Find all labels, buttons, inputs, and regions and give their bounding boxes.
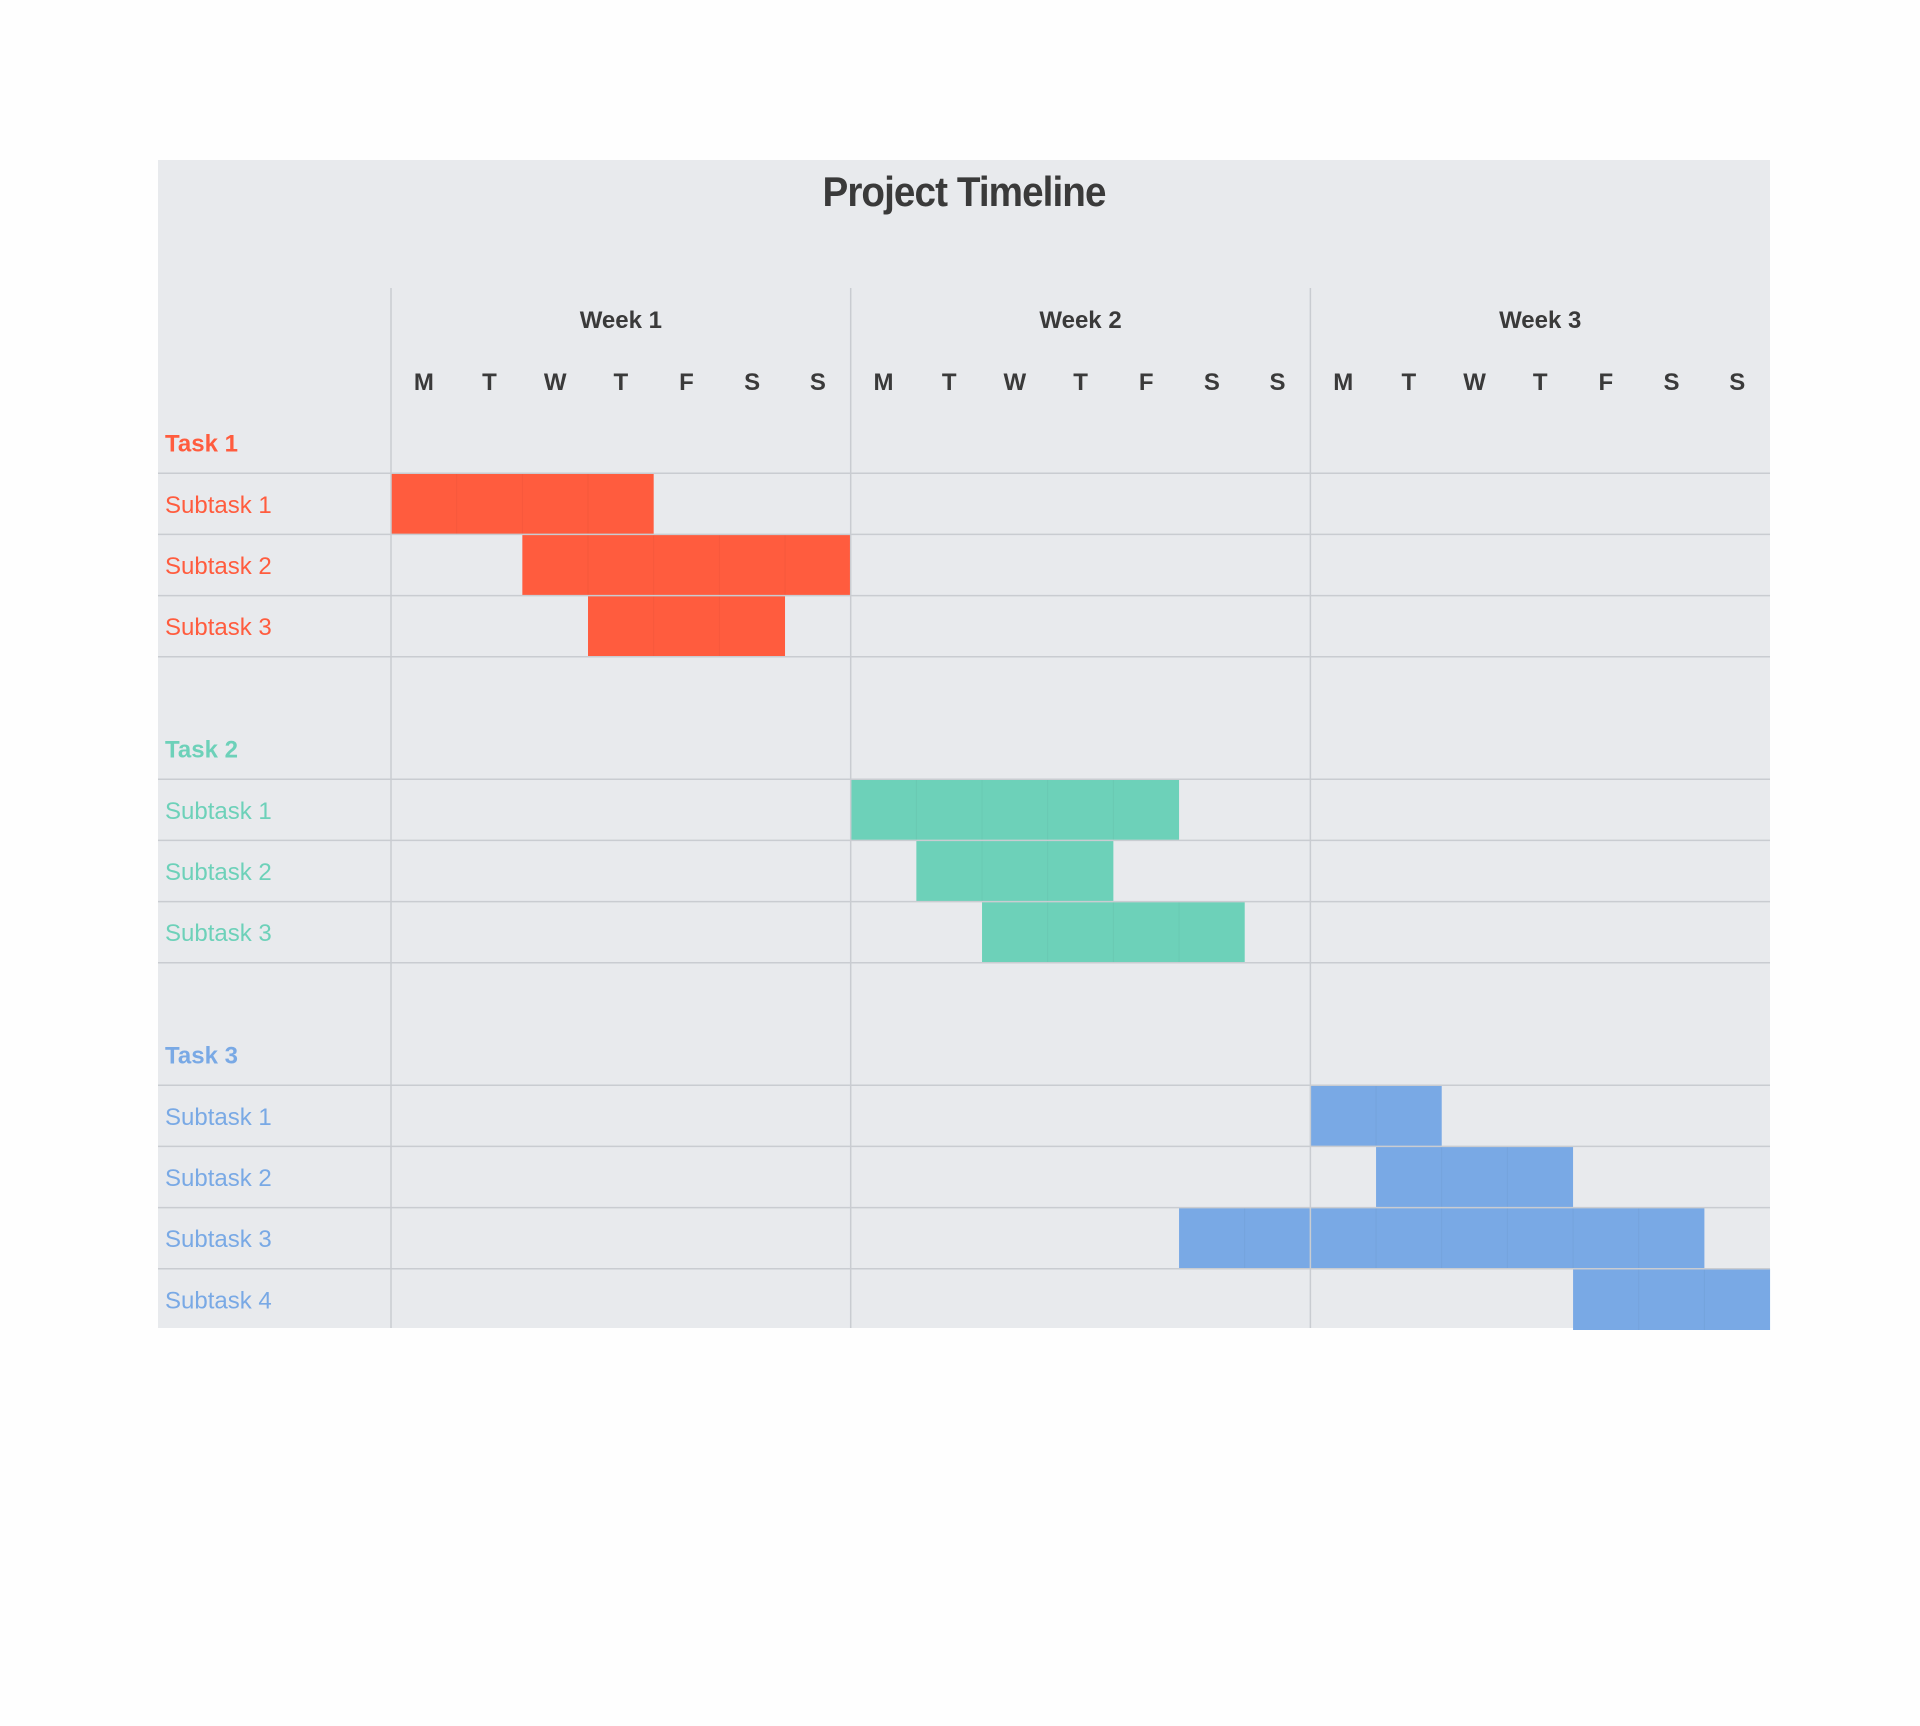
day-label: M xyxy=(414,369,434,396)
gantt-bar xyxy=(1573,1268,1771,1330)
day-label: T xyxy=(1402,369,1417,396)
gantt-bar xyxy=(982,901,1245,963)
subtask-label: Subtask 2 xyxy=(165,1165,272,1192)
day-label: S xyxy=(1204,369,1220,396)
day-label: S xyxy=(1664,369,1680,396)
gantt-bar xyxy=(1376,1146,1574,1208)
week-label: Week 1 xyxy=(580,307,662,334)
day-label: S xyxy=(810,369,826,396)
day-label: W xyxy=(1463,369,1486,396)
day-label: F xyxy=(679,369,694,396)
subtask-label: Subtask 3 xyxy=(165,920,272,947)
day-label: T xyxy=(942,369,957,396)
day-label: S xyxy=(1729,369,1745,396)
subtask-label: Subtask 1 xyxy=(165,1104,272,1131)
gantt-bar xyxy=(391,473,654,535)
week-label: Week 2 xyxy=(1039,307,1121,334)
chart-title: Project Timeline xyxy=(822,168,1106,215)
day-label: M xyxy=(1333,369,1353,396)
day-label: T xyxy=(1073,369,1088,396)
week-label: Week 3 xyxy=(1499,307,1581,334)
day-label: W xyxy=(544,369,567,396)
day-label: W xyxy=(1004,369,1027,396)
subtask-label: Subtask 1 xyxy=(165,798,272,825)
gantt-bar xyxy=(522,534,851,596)
day-label: S xyxy=(1270,369,1286,396)
task-label: Task 3 xyxy=(165,1043,238,1070)
day-label: T xyxy=(482,369,497,396)
day-label: F xyxy=(1139,369,1154,396)
day-label: T xyxy=(614,369,629,396)
subtask-label: Subtask 3 xyxy=(165,614,272,641)
subtask-label: Subtask 1 xyxy=(165,492,272,519)
day-label: M xyxy=(874,369,894,396)
subtask-label: Subtask 3 xyxy=(165,1226,272,1253)
subtask-label: Subtask 2 xyxy=(165,859,272,886)
subtask-label: Subtask 4 xyxy=(165,1287,272,1314)
gantt-bar xyxy=(916,840,1114,902)
gantt-bar xyxy=(588,595,786,657)
gantt-bar xyxy=(1179,1207,1705,1269)
day-label: S xyxy=(744,369,760,396)
task-label: Task 1 xyxy=(165,431,238,458)
gantt-bar xyxy=(1310,1085,1442,1147)
subtask-label: Subtask 2 xyxy=(165,553,272,580)
day-label: F xyxy=(1599,369,1614,396)
chart-panel xyxy=(158,160,1770,1328)
task-label: Task 2 xyxy=(165,737,238,764)
day-label: T xyxy=(1533,369,1548,396)
gantt-bar xyxy=(850,779,1180,841)
